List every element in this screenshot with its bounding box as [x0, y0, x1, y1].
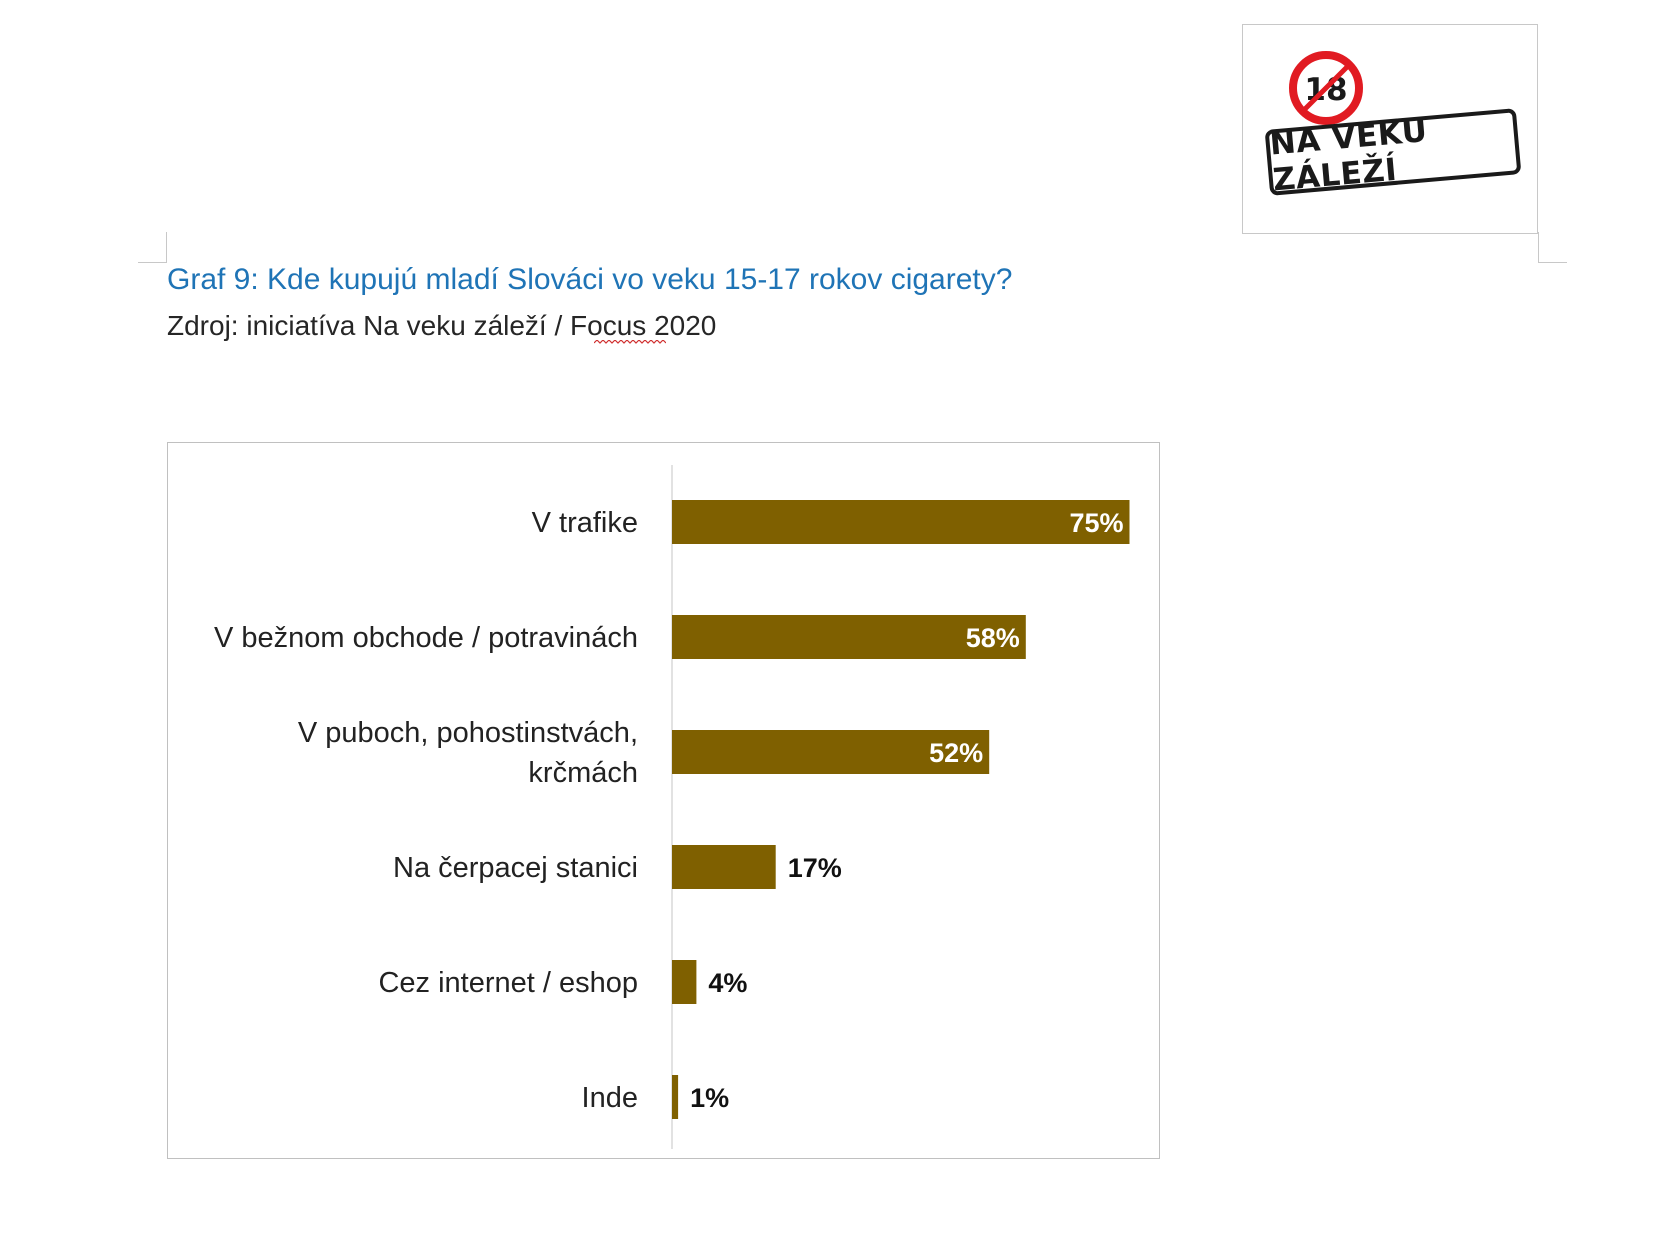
spellcheck-underline [594, 340, 666, 344]
badge-strike [1301, 63, 1351, 113]
logo: 18 NA VEKU ZÁLEŽÍ [1242, 24, 1538, 234]
bar [672, 615, 1026, 659]
category-label: V puboch, pohostinstvách, krčmách [298, 717, 638, 789]
value-label: 75% [1069, 508, 1123, 538]
value-label: 17% [788, 853, 842, 883]
bar [672, 1075, 679, 1119]
value-label: 52% [929, 738, 983, 768]
bars: V trafike 75% V bežnom obchode / potraviná… [214, 500, 1130, 1119]
category-label: Inde [582, 1082, 638, 1114]
category-label: V bežnom obchode / potravinách [214, 622, 638, 654]
bar-chart: V trafike 75% V bežnom obchode / potraviná… [214, 465, 1130, 1149]
category-label: Na čerpacej stanici [393, 852, 638, 884]
chart-frame: V trafike 75% V bežnom obchode / potraviná… [167, 442, 1160, 1159]
crop-mark-top-left [138, 232, 167, 263]
chart-source: Zdroj: iniciatíva Na veku záleží / Focus… [167, 310, 717, 341]
category-label: V trafike [532, 507, 638, 539]
value-label: 58% [966, 623, 1020, 653]
value-label: 4% [708, 968, 747, 998]
bar [672, 960, 697, 1004]
bar [672, 500, 1130, 544]
chart-title: Graf 9: Kde kupujú mladí Slováci vo veku… [167, 263, 1013, 296]
no-under-18-icon: 18 [1289, 51, 1363, 125]
value-label: 1% [690, 1083, 729, 1113]
bar [672, 730, 990, 774]
category-label: Cez internet / eshop [378, 967, 638, 999]
bar [672, 845, 776, 889]
crop-mark-top-right [1538, 232, 1567, 263]
